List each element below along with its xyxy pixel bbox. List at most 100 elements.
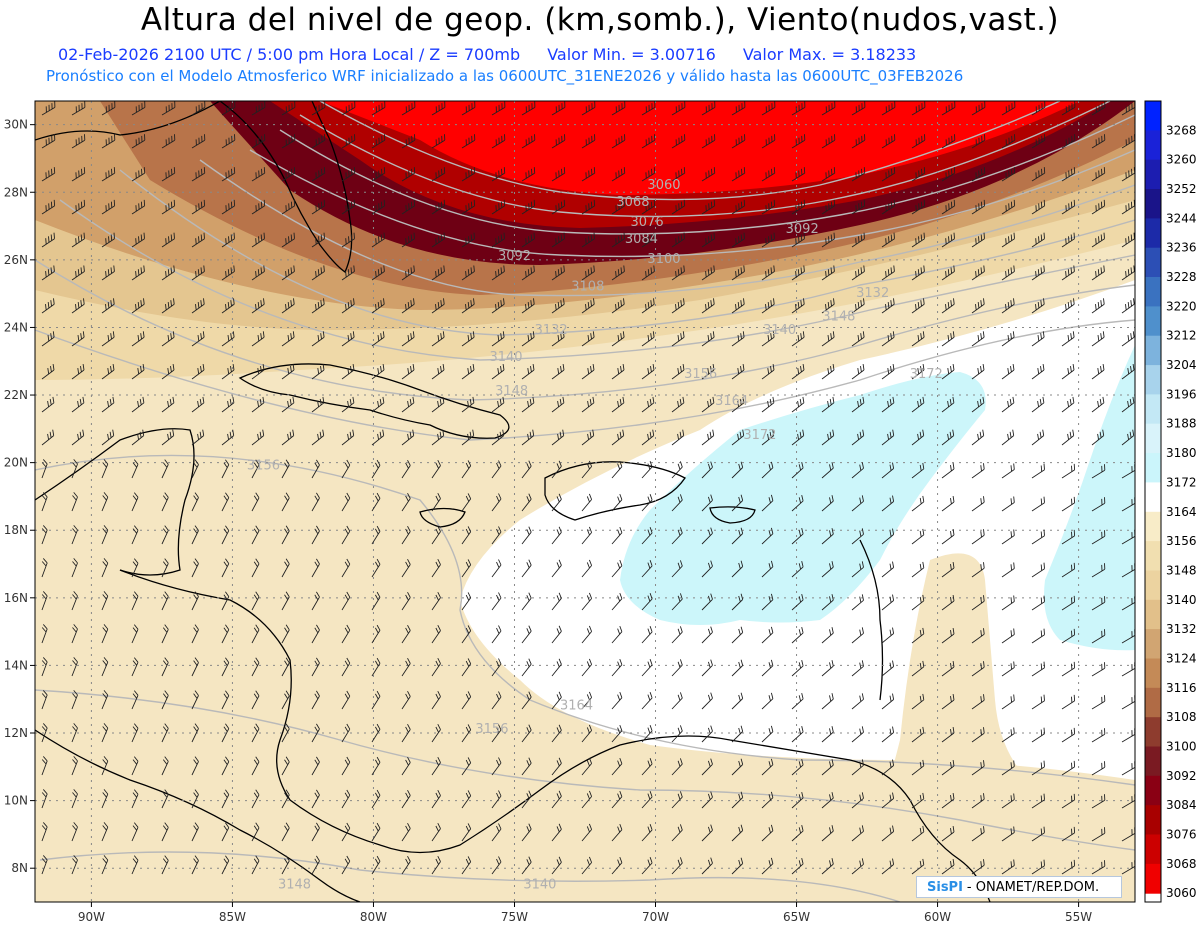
wind-barb	[1091, 167, 1106, 182]
wind-barb	[191, 396, 205, 413]
wind-barb	[311, 265, 325, 281]
wind-barb	[461, 331, 475, 347]
wind-barb	[791, 396, 805, 413]
wind-barb	[251, 429, 265, 446]
wind-barb	[731, 298, 745, 314]
lat-tick-label: 12N	[4, 726, 28, 740]
wind-barb	[911, 561, 925, 578]
wind-barb	[881, 660, 895, 677]
wind-barb	[1091, 728, 1106, 743]
wind-barb	[941, 364, 955, 380]
wind-barb	[341, 558, 351, 578]
wind-barb	[881, 101, 896, 116]
wind-barb	[491, 199, 506, 215]
wind-barb	[1001, 331, 1015, 347]
wind-barb	[1031, 793, 1045, 809]
contour-label: 3092	[786, 222, 819, 237]
wind-barb	[731, 429, 745, 446]
wind-barb	[131, 591, 139, 611]
wind-barb	[941, 101, 956, 116]
contour-label: 3132	[856, 286, 889, 301]
wind-barb	[281, 134, 296, 149]
wind-barb	[611, 856, 623, 875]
wind-barb	[611, 757, 623, 776]
wind-barb	[401, 101, 416, 116]
wind-barb	[701, 101, 716, 116]
credit-box: SisPI - ONAMET/REP.DOM.	[916, 876, 1122, 898]
wind-barb	[101, 756, 109, 776]
wind-barb	[611, 167, 626, 182]
wind-barb	[791, 199, 806, 215]
lon-tick-label: 65W	[783, 910, 810, 924]
contour-label: 3100	[647, 252, 680, 267]
wind-barb	[1091, 331, 1105, 347]
wind-barb	[311, 167, 326, 182]
wind-barb	[851, 199, 866, 215]
wind-barb	[1001, 134, 1016, 149]
wind-barb	[1001, 265, 1015, 281]
wind-barb	[251, 492, 260, 512]
colorbar-level-label: 3204	[1166, 358, 1197, 372]
wind-barb	[581, 757, 593, 776]
wind-barb	[191, 723, 199, 743]
wind-barb	[1031, 562, 1045, 578]
wind-barb	[311, 199, 326, 215]
coast-gulf-north	[35, 101, 221, 141]
wind-barb	[731, 626, 744, 644]
wind-barb	[41, 134, 56, 149]
wind-barb	[161, 232, 175, 248]
wind-barb	[461, 167, 476, 182]
wind-barb	[1061, 727, 1076, 743]
contour-label: 3164	[715, 394, 748, 409]
wind-barb	[521, 592, 532, 611]
wind-barb	[851, 495, 864, 512]
wind-barb	[371, 331, 385, 347]
wind-barb	[911, 528, 925, 545]
wind-barb	[281, 690, 290, 710]
coast-pacific	[35, 729, 361, 902]
wind-barb	[221, 199, 236, 215]
wind-barb	[911, 298, 925, 314]
wind-barb	[431, 723, 441, 743]
wind-barb	[641, 429, 655, 446]
wind-barb	[1001, 859, 1015, 875]
wind-barb	[161, 331, 175, 347]
wind-barb	[821, 726, 834, 743]
contour-line	[319, 101, 1061, 201]
wind-barb	[521, 856, 532, 875]
wind-barb	[941, 529, 955, 545]
wind-barb	[251, 789, 260, 809]
wind-barb	[881, 561, 895, 578]
wind-barb	[401, 364, 415, 380]
contour-line	[199, 159, 1135, 297]
wind-barb	[221, 459, 230, 479]
wind-barb	[971, 463, 985, 479]
wind-barb	[791, 824, 804, 842]
wind-barb	[251, 855, 260, 875]
wind-barb	[401, 789, 411, 809]
wind-barb	[911, 627, 925, 644]
wind-barb	[791, 298, 805, 314]
wind-barb	[281, 525, 290, 545]
wind-barb	[851, 759, 864, 776]
wind-barb	[461, 790, 472, 809]
wind-barb	[611, 396, 625, 413]
wind-barb	[1061, 396, 1075, 413]
wind-barb	[41, 364, 55, 380]
wind-barb	[731, 134, 746, 149]
wind-barb	[641, 824, 653, 842]
wind-barb	[461, 625, 472, 644]
wind-barb	[191, 690, 199, 710]
colorbar-swatch	[1145, 834, 1161, 865]
wind-barb	[491, 493, 502, 512]
wind-barb	[641, 396, 655, 413]
shaded-fields	[35, 101, 1135, 902]
wind-barb	[971, 298, 985, 314]
wind-barb	[971, 496, 985, 512]
wind-barb	[731, 461, 744, 479]
wind-barb	[671, 824, 683, 842]
wind-barb	[791, 758, 804, 776]
contour-line	[35, 259, 1135, 401]
wind-barb	[851, 462, 864, 479]
